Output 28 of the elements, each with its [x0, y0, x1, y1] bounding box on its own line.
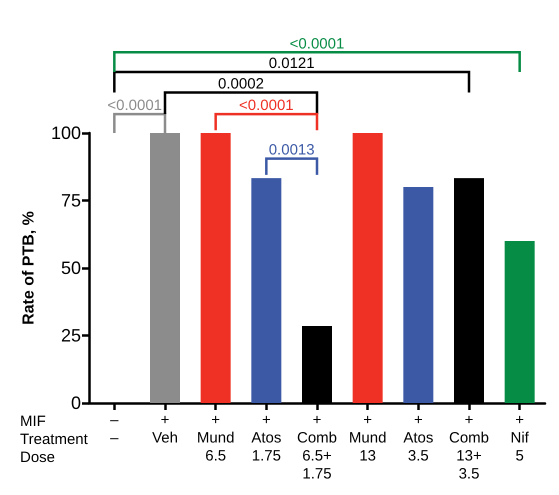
y-tick-label: 50 — [60, 258, 81, 278]
bar — [504, 241, 535, 403]
y-tick-label: 25 — [60, 326, 81, 346]
bar — [251, 178, 282, 403]
significance-bracket: 0.0013 — [265, 142, 318, 175]
x-tick-label: + Veh — [152, 412, 178, 446]
y-tick-label: 75 — [60, 190, 81, 210]
significance-bracket: <0.0001 — [214, 97, 318, 130]
significance-bracket: <0.0001 — [107, 97, 166, 133]
x-tick-label: + Comb 13+ 3.5 — [448, 412, 490, 482]
y-tick-label: 100 — [50, 123, 81, 143]
x-tick-label: – – — [110, 412, 120, 446]
text: Dose — [20, 449, 56, 466]
bar — [150, 133, 180, 403]
x-tick-label: + Mund 6.5 — [196, 412, 234, 464]
x-tick-label: + Atos 1.75 — [251, 412, 282, 464]
y-axis-title: Rate of PTB, % — [20, 211, 38, 325]
text: Treatment — [20, 431, 89, 448]
bar — [200, 133, 231, 403]
y-tick-label: 0 — [70, 393, 81, 413]
text: MIF — [20, 413, 46, 430]
bar — [352, 133, 383, 403]
x-tick-label: + Nif 5 — [510, 412, 530, 464]
x-tick-label: + Mund 13 — [348, 412, 386, 464]
bar — [403, 187, 434, 403]
annotation: 0.0013 — [268, 142, 315, 159]
x-tick-label: + Atos 3.5 — [403, 412, 434, 464]
x-tick-label: + Comb 6.5+ 1.75 — [296, 412, 338, 482]
